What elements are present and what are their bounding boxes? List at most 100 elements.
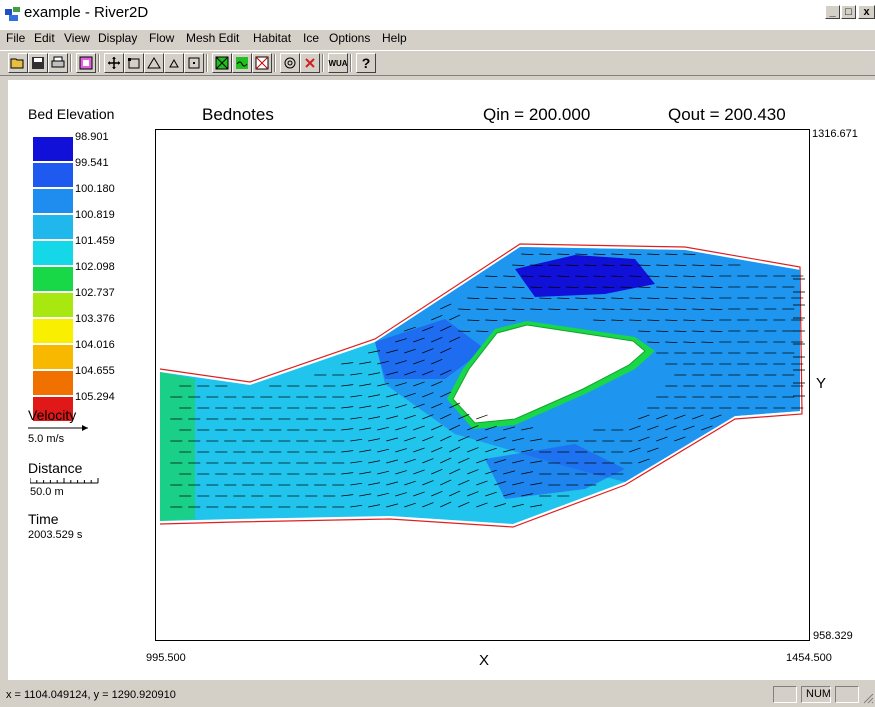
grid-icon bbox=[255, 56, 269, 70]
menu-edit[interactable]: Edit bbox=[34, 31, 55, 45]
velocity-arrow bbox=[377, 470, 390, 475]
help-button[interactable]: ? bbox=[356, 53, 376, 73]
print-button[interactable] bbox=[48, 53, 68, 73]
velocity-arrow bbox=[458, 308, 471, 310]
velocity-arrow bbox=[467, 297, 480, 299]
velocity-arrow bbox=[449, 336, 461, 343]
velocity-arrow bbox=[521, 493, 534, 497]
menu-mesh-edit[interactable]: Mesh Edit bbox=[186, 31, 240, 45]
velocity-arrow bbox=[431, 314, 443, 321]
velocity-arrow bbox=[359, 493, 372, 497]
velocity-arrow bbox=[377, 492, 390, 497]
velocity-arrow bbox=[665, 341, 678, 343]
velocity-arrow bbox=[422, 502, 434, 508]
minimize-button[interactable]: _ bbox=[825, 5, 840, 19]
velocity-arrow bbox=[638, 414, 650, 420]
toolbar-separator bbox=[206, 54, 208, 72]
legend-swatch bbox=[33, 189, 73, 213]
menu-flow[interactable]: Flow bbox=[149, 31, 175, 45]
maximize-button[interactable]: □ bbox=[841, 5, 856, 19]
velocity-arrow bbox=[494, 481, 506, 486]
velocity-arrow bbox=[512, 503, 524, 508]
boundary-button[interactable] bbox=[184, 53, 204, 73]
velocity-arrow bbox=[440, 501, 452, 508]
toolbar-separator bbox=[274, 54, 276, 72]
menu-file[interactable]: File bbox=[6, 31, 26, 45]
velocity-arrow bbox=[539, 253, 552, 255]
menu-habitat[interactable]: Habitat bbox=[253, 31, 292, 45]
velocity-arrow bbox=[683, 319, 696, 321]
grid-button[interactable] bbox=[252, 53, 272, 73]
velocity-arrow bbox=[467, 425, 479, 431]
save-icon bbox=[32, 57, 44, 69]
velocity-arrow bbox=[530, 264, 543, 266]
velocity-arrow bbox=[341, 362, 354, 365]
close-button[interactable]: x bbox=[858, 5, 875, 19]
contour-icon bbox=[236, 57, 248, 69]
velocity-arrow bbox=[701, 341, 714, 343]
menu-display[interactable]: Display bbox=[98, 31, 138, 45]
velocity-arrow bbox=[422, 436, 434, 442]
velocity-arrow bbox=[665, 425, 677, 431]
wua-button[interactable]: WUA bbox=[328, 53, 348, 73]
velocity-arrow bbox=[710, 264, 723, 266]
zoom-button[interactable] bbox=[76, 53, 96, 73]
open-button[interactable] bbox=[8, 53, 28, 73]
legend-value: 103.376 bbox=[75, 313, 115, 325]
distance-value: 50.0 m bbox=[30, 486, 64, 498]
velocity-arrow bbox=[521, 427, 534, 431]
velocity-arrow bbox=[602, 286, 615, 288]
legend-swatch bbox=[33, 345, 73, 369]
velocity-arrow bbox=[476, 308, 489, 310]
velocity-arrow bbox=[647, 319, 660, 321]
menu-ice[interactable]: Ice bbox=[303, 31, 320, 45]
legend-swatch bbox=[33, 215, 73, 239]
target-button[interactable] bbox=[280, 53, 300, 73]
contour-button[interactable] bbox=[232, 53, 252, 73]
save-button[interactable] bbox=[28, 53, 48, 73]
velocity-arrow bbox=[386, 371, 398, 376]
velocity-arrow bbox=[395, 382, 407, 387]
velocity-arrow bbox=[404, 348, 416, 354]
menu-options[interactable]: Options bbox=[329, 31, 371, 45]
node-button[interactable] bbox=[124, 53, 144, 73]
velocity-arrow bbox=[656, 264, 669, 266]
wua-icon: WUA bbox=[328, 58, 348, 68]
velocity-arrow bbox=[413, 425, 425, 431]
velocity-arrow bbox=[548, 286, 561, 288]
velocity-arrow bbox=[692, 286, 705, 288]
velocity-arrow bbox=[593, 297, 606, 299]
menu-help[interactable]: Help bbox=[382, 31, 407, 45]
velocity-arrow bbox=[350, 372, 363, 376]
velocity-arrow bbox=[341, 494, 354, 497]
num-lock-indicator: NUM bbox=[801, 686, 831, 703]
velocity-arrow bbox=[395, 404, 407, 409]
velocity-arrow bbox=[368, 460, 381, 464]
velocity-arrow bbox=[413, 469, 425, 475]
move-button[interactable] bbox=[104, 53, 124, 73]
velocity-arrow bbox=[512, 264, 525, 266]
y-max-label: 1316.671 bbox=[812, 128, 858, 140]
velocity-arrow bbox=[503, 275, 516, 277]
menu-view[interactable]: View bbox=[64, 31, 90, 45]
mesh-button[interactable] bbox=[212, 53, 232, 73]
velocity-value: 5.0 m/s bbox=[28, 433, 65, 445]
velocity-arrow bbox=[548, 264, 561, 266]
river-contour-map[interactable] bbox=[155, 129, 810, 641]
velocity-arrow bbox=[395, 470, 407, 475]
velocity-arrow bbox=[485, 447, 497, 453]
velocity-arrow bbox=[629, 319, 642, 321]
resize-grip-icon[interactable] bbox=[862, 692, 874, 704]
velocity-arrow bbox=[440, 325, 452, 332]
velocity-arrow bbox=[674, 414, 686, 420]
velocity-arrow bbox=[368, 350, 381, 354]
velocity-arrow bbox=[665, 275, 678, 277]
marker-button[interactable] bbox=[300, 53, 320, 73]
velocity-arrow bbox=[440, 479, 452, 486]
velocity-arrow bbox=[521, 471, 534, 475]
velocity-arrow bbox=[593, 253, 606, 255]
mesh-icon bbox=[215, 56, 229, 70]
small-triangle-button[interactable] bbox=[164, 53, 184, 73]
plot-area[interactable]: Bed Elevation 98.901 99.541 100.180 100.819… bbox=[8, 80, 875, 680]
triangle-button[interactable] bbox=[144, 53, 164, 73]
